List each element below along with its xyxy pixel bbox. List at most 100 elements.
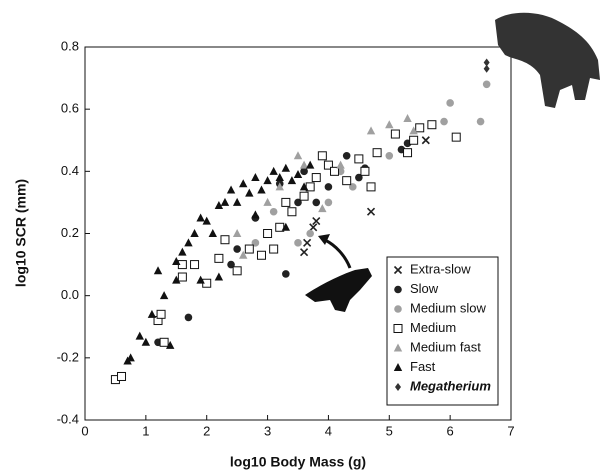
data-point xyxy=(172,256,181,265)
data-point xyxy=(366,182,376,192)
data-point xyxy=(336,160,345,169)
data-point xyxy=(190,260,200,270)
x-tick-label: 4 xyxy=(325,423,332,438)
legend-marker xyxy=(395,383,401,391)
legend-marker xyxy=(394,285,402,294)
data-point xyxy=(147,309,157,318)
data-point xyxy=(482,80,491,89)
data-point xyxy=(483,64,490,73)
y-tick-label: 0.8 xyxy=(61,38,79,53)
data-point xyxy=(366,207,376,216)
data-point xyxy=(483,58,490,67)
data-point xyxy=(220,235,230,245)
data-point xyxy=(372,148,382,158)
data-point xyxy=(256,250,266,260)
x-tick-label: 2 xyxy=(203,423,210,438)
data-point xyxy=(214,201,224,210)
data-point xyxy=(324,183,333,191)
data-point xyxy=(342,151,351,160)
legend-label: Extra-slow xyxy=(410,261,471,276)
data-point xyxy=(281,163,291,172)
data-point xyxy=(251,173,260,182)
data-point xyxy=(172,275,181,284)
data-point xyxy=(226,185,236,194)
data-point xyxy=(299,191,309,201)
data-point xyxy=(135,331,144,340)
x-axis-label: log10 Body Mass (g) xyxy=(230,454,366,470)
data-point xyxy=(317,151,327,161)
data-point xyxy=(269,207,278,216)
data-point xyxy=(311,173,321,183)
data-point xyxy=(232,266,242,276)
data-point xyxy=(233,245,241,253)
data-point xyxy=(177,272,187,282)
data-point xyxy=(184,313,193,322)
data-point xyxy=(117,371,127,381)
data-point xyxy=(269,166,278,175)
data-point xyxy=(287,176,297,185)
data-point xyxy=(232,197,242,206)
data-point xyxy=(360,166,370,176)
data-point xyxy=(141,337,151,346)
data-point xyxy=(214,272,224,281)
data-point xyxy=(275,182,284,191)
y-tick-label: -0.2 xyxy=(57,349,79,364)
y-tick-label: 0.6 xyxy=(61,101,79,116)
data-point xyxy=(293,151,303,160)
data-point xyxy=(245,188,254,197)
legend-marker xyxy=(393,265,403,275)
data-point xyxy=(293,169,303,178)
data-point xyxy=(385,151,394,160)
data-point xyxy=(312,217,321,226)
x-tick-label: 1 xyxy=(142,423,149,438)
data-point xyxy=(312,198,321,207)
data-point xyxy=(415,123,425,133)
y-axis-label: log10 SCR (mm) xyxy=(13,179,29,287)
data-point xyxy=(257,185,266,194)
data-point xyxy=(263,197,272,206)
data-point xyxy=(184,238,193,247)
legend-marker xyxy=(394,305,402,313)
legend-box xyxy=(386,256,499,406)
data-point xyxy=(323,160,333,170)
legend-label: Slow xyxy=(410,281,439,296)
data-point xyxy=(409,126,418,135)
y-tick-label: -0.4 xyxy=(57,411,79,426)
data-point xyxy=(294,239,302,247)
data-point xyxy=(244,244,254,254)
data-point xyxy=(196,275,205,284)
data-point xyxy=(220,197,230,206)
data-point xyxy=(232,229,242,237)
data-point xyxy=(300,248,309,257)
legend-marker xyxy=(393,363,403,371)
sloth-silhouette xyxy=(305,268,372,312)
data-point xyxy=(153,266,163,275)
data-point xyxy=(409,135,419,145)
data-point xyxy=(421,136,430,145)
data-point xyxy=(239,179,248,188)
data-point xyxy=(190,229,199,237)
x-tick-label: 0 xyxy=(81,423,88,438)
data-point xyxy=(306,229,314,238)
x-tick-label: 5 xyxy=(386,423,393,438)
legend-marker xyxy=(393,343,403,352)
data-point xyxy=(239,250,248,259)
data-point xyxy=(324,198,333,207)
legend-marker xyxy=(393,324,403,333)
data-point xyxy=(251,210,260,219)
y-tick-label: 0.2 xyxy=(61,225,79,240)
data-point xyxy=(427,120,437,130)
data-point xyxy=(156,309,166,319)
data-point xyxy=(342,176,352,186)
data-point xyxy=(451,132,461,142)
legend-label: Megatherium xyxy=(410,378,491,393)
data-point xyxy=(202,216,211,225)
arrow xyxy=(324,238,352,269)
data-point xyxy=(309,223,318,232)
data-point xyxy=(385,120,394,129)
y-tick-label: 0.0 xyxy=(61,287,79,302)
data-point xyxy=(299,182,309,191)
data-point xyxy=(166,340,175,349)
data-point xyxy=(281,197,291,207)
